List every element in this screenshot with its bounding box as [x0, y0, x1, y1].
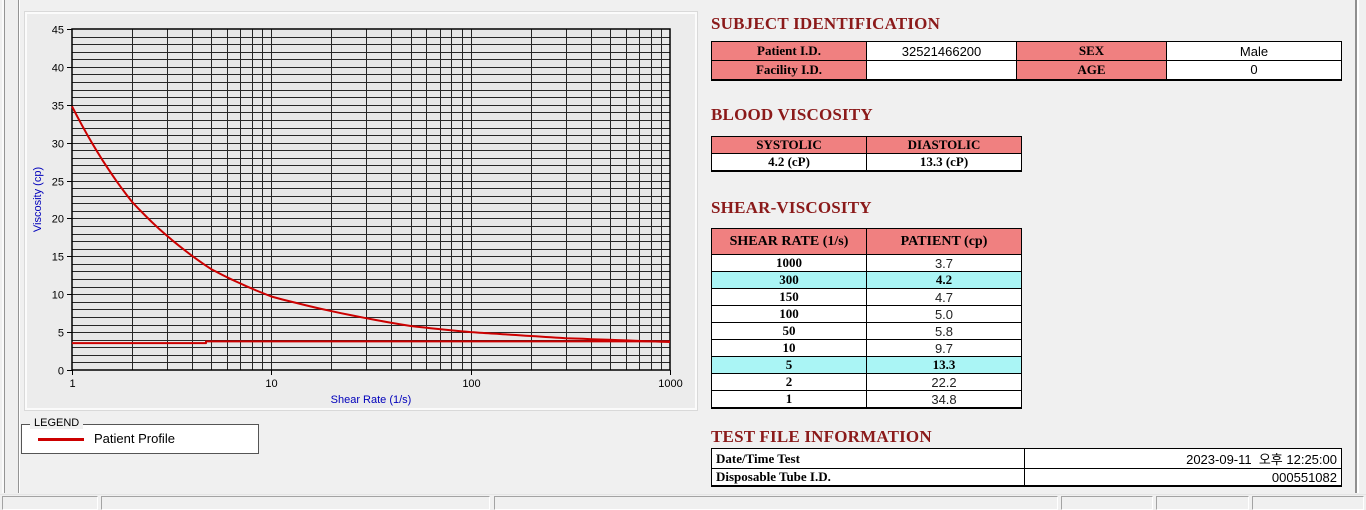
shear-viscosity-tbody: 1000 3.7 300 4.2 150 4.7 100 5.0 50 5.8 10 9.7 5 13.3…: [711, 254, 1022, 409]
table-row: 100 5.0: [711, 305, 1022, 323]
table-row: 150 4.7: [711, 288, 1022, 306]
table-row: 10 9.7: [711, 339, 1022, 357]
table-row: 2 22.2: [711, 373, 1022, 391]
shear-rate-cell: 150: [711, 288, 867, 306]
blood-viscosity-table: SYSTOLIC DIASTOLIC 4.2 (cP) 13.3 (cP): [711, 136, 1022, 172]
legend-title: LEGEND: [30, 417, 84, 429]
patient-id-label: Patient I.D.: [711, 41, 867, 61]
table-row: 300 4.2: [711, 271, 1022, 289]
table-row: 5 13.3: [711, 356, 1022, 374]
shear-rate-header: SHEAR RATE (1/s): [711, 228, 867, 255]
table-row: Disposable Tube I.D. 000551082: [711, 468, 1342, 487]
legend-entry-label: Patient Profile: [94, 431, 175, 446]
sex-label: SEX: [1016, 41, 1167, 61]
shear-rate-cell: 100: [711, 305, 867, 323]
table-header-row: SHEAR RATE (1/s) PATIENT (cp): [711, 228, 1022, 255]
y-axis-title: Viscosity (cp): [32, 167, 44, 232]
svg-text:1000: 1000: [658, 378, 682, 390]
table-row: SYSTOLIC DIASTOLIC: [711, 136, 1022, 154]
shear-rate-cell: 10: [711, 339, 867, 357]
test-file-information-table: Date/Time Test 2023-09-11 오후 12:25:00 Di…: [711, 448, 1342, 487]
shear-viscosity-chart: 0 5 10 15 20 25 30 35 40 45 1 10 100 1000 Shear Rate (…: [32, 25, 683, 407]
x-axis-title: Shear Rate (1/s): [331, 394, 412, 406]
window-edge-divider: [1355, 0, 1357, 493]
svg-text:5: 5: [58, 328, 64, 340]
disposable-tube-id-label: Disposable Tube I.D.: [711, 468, 1025, 487]
table-row: Patient I.D. 32521466200 SEX Male: [711, 41, 1342, 61]
left-panel-edge: [4, 0, 19, 493]
shear-rate-cell: 1: [711, 390, 867, 409]
date-time-test-value: 2023-09-11 오후 12:25:00: [1024, 448, 1342, 469]
svg-text:100: 100: [462, 378, 480, 390]
shear-viscosity-title: SHEAR-VISCOSITY: [711, 198, 872, 217]
svg-text:1: 1: [69, 378, 75, 390]
legend-box: LEGEND Patient Profile: [21, 417, 259, 454]
age-value: 0: [1166, 60, 1342, 80]
patient-viscosity-cell: 22.2: [866, 373, 1022, 391]
disposable-tube-id-value: 000551082: [1024, 468, 1342, 487]
shear-rate-cell: 300: [711, 271, 867, 289]
legend-line-sample: [38, 438, 84, 441]
systolic-value: 4.2 (cP): [711, 153, 867, 172]
shear-viscosity-table: SHEAR RATE (1/s) PATIENT (cp) 1000 3.7 300…: [711, 228, 1022, 409]
facility-id-value: [866, 60, 1017, 80]
svg-text:35: 35: [52, 101, 64, 113]
patient-cp-header: PATIENT (cp): [866, 228, 1022, 255]
facility-id-label: Facility I.D.: [711, 60, 867, 80]
status-bar: [0, 494, 1366, 510]
blood-viscosity-title: BLOOD VISCOSITY: [711, 105, 873, 124]
date-time-test-label: Date/Time Test: [711, 448, 1025, 469]
patient-viscosity-cell: 34.8: [866, 390, 1022, 409]
chart-panel: 0 5 10 15 20 25 30 35 40 45 1 10 100 1000 Shear Rate (…: [25, 12, 697, 410]
series-line-1: [72, 340, 670, 345]
svg-text:40: 40: [52, 63, 64, 75]
patient-viscosity-cell: 5.8: [866, 322, 1022, 340]
patient-viscosity-cell: 3.7: [866, 254, 1022, 272]
age-label: AGE: [1016, 60, 1167, 80]
patient-viscosity-cell: 4.2: [866, 271, 1022, 289]
shear-rate-cell: 1000: [711, 254, 867, 272]
svg-text:45: 45: [52, 25, 64, 37]
table-row: 1 34.8: [711, 390, 1022, 409]
subject-identification-title: SUBJECT IDENTIFICATION: [711, 14, 941, 33]
diastolic-value: 13.3 (cP): [866, 153, 1022, 172]
diastolic-header: DIASTOLIC: [866, 136, 1022, 154]
table-row: 50 5.8: [711, 322, 1022, 340]
table-row: 4.2 (cP) 13.3 (cP): [711, 153, 1022, 172]
patient-viscosity-cell: 4.7: [866, 288, 1022, 306]
patient-viscosity-cell: 13.3: [866, 356, 1022, 374]
sex-value: Male: [1166, 41, 1342, 61]
svg-text:15: 15: [52, 252, 64, 264]
svg-text:0: 0: [58, 366, 64, 378]
table-row: 1000 3.7: [711, 254, 1022, 272]
table-row: Date/Time Test 2023-09-11 오후 12:25:00: [711, 448, 1342, 469]
patient-viscosity-cell: 5.0: [866, 305, 1022, 323]
svg-text:20: 20: [52, 214, 64, 226]
subject-identification-table: Patient I.D. 32521466200 SEX Male Facili…: [711, 41, 1342, 81]
svg-text:10: 10: [265, 378, 277, 390]
svg-text:10: 10: [52, 290, 64, 302]
series-line-0: [71, 105, 671, 343]
shear-rate-cell: 5: [711, 356, 867, 374]
svg-text:25: 25: [52, 177, 64, 189]
shear-rate-cell: 2: [711, 373, 867, 391]
svg-text:30: 30: [52, 139, 64, 151]
patient-id-value: 32521466200: [866, 41, 1017, 61]
shear-rate-cell: 50: [711, 322, 867, 340]
test-file-information-title: TEST FILE INFORMATION: [711, 427, 932, 446]
systolic-header: SYSTOLIC: [711, 136, 867, 154]
patient-viscosity-cell: 9.7: [866, 339, 1022, 357]
table-row: Facility I.D. AGE 0: [711, 60, 1342, 80]
